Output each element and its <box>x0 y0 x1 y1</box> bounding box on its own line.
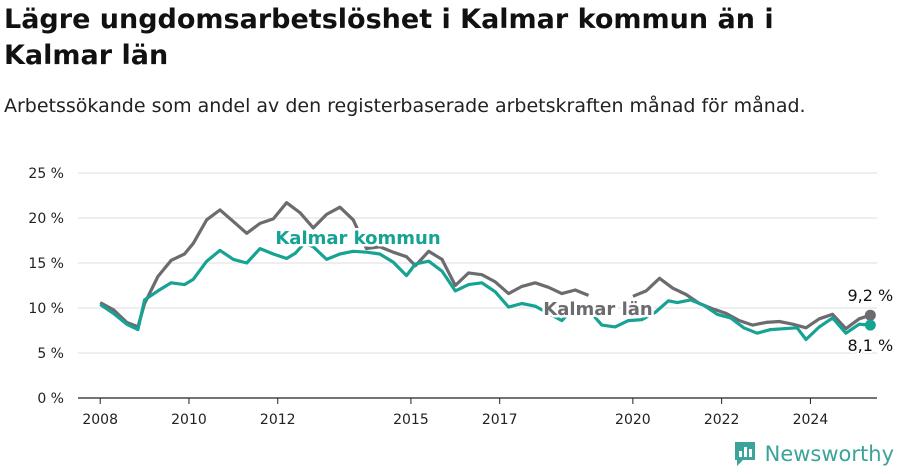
chart-subtitle: Arbetssökande som andel av den registerb… <box>4 95 806 117</box>
y-tick-label: 10 % <box>28 301 64 317</box>
series-label-kalmar-lan: Kalmar län <box>543 299 652 320</box>
brand-name: Newsworthy <box>764 442 894 466</box>
end-point-kalmar-kommun <box>864 319 876 331</box>
newsworthy-logo-icon <box>734 442 755 466</box>
y-tick-label: 15 % <box>28 256 64 272</box>
end-value-label-kalmar-kommun: 8,1 % <box>847 336 893 355</box>
y-tick-label: 0 % <box>37 391 64 407</box>
x-tick-label: 2022 <box>704 412 740 428</box>
axes: 0 % 5 % 10 % 15 % 20 % 25 % 2008 2010 2012 2015 20… <box>28 166 877 428</box>
gridlines <box>78 172 877 354</box>
series-line-kalmar-lan <box>632 276 871 331</box>
newsworthy-logo[interactable]: Newsworthy <box>733 438 894 470</box>
series-line-kalmar-kommun <box>99 241 871 342</box>
end-value-label-kalmar-lan: 9,2 % <box>847 286 893 305</box>
x-tick-label: 2010 <box>171 412 207 428</box>
series-line-kalmar-lan <box>99 201 590 329</box>
x-tick-label: 2020 <box>615 412 651 428</box>
series-lines <box>99 201 876 342</box>
series-label-kalmar-kommun: Kalmar kommun <box>275 228 440 249</box>
x-tick-label: 2012 <box>260 412 296 428</box>
series-labels: Kalmar kommun Kalmar län 9,2 % 8,1 % <box>273 226 895 358</box>
y-tick-label: 5 % <box>37 346 64 362</box>
y-tick-label: 25 % <box>28 166 64 182</box>
x-tick-label: 2024 <box>793 412 829 428</box>
chart-title: Lägre ungdomsarbetslöshet i Kalmar kommu… <box>4 4 774 71</box>
x-tick-label: 2017 <box>482 412 518 428</box>
x-tick-label: 2015 <box>393 412 429 428</box>
x-tick-label: 2008 <box>82 412 118 428</box>
end-point-kalmar-lan <box>864 309 876 321</box>
y-tick-label: 20 % <box>28 211 64 227</box>
